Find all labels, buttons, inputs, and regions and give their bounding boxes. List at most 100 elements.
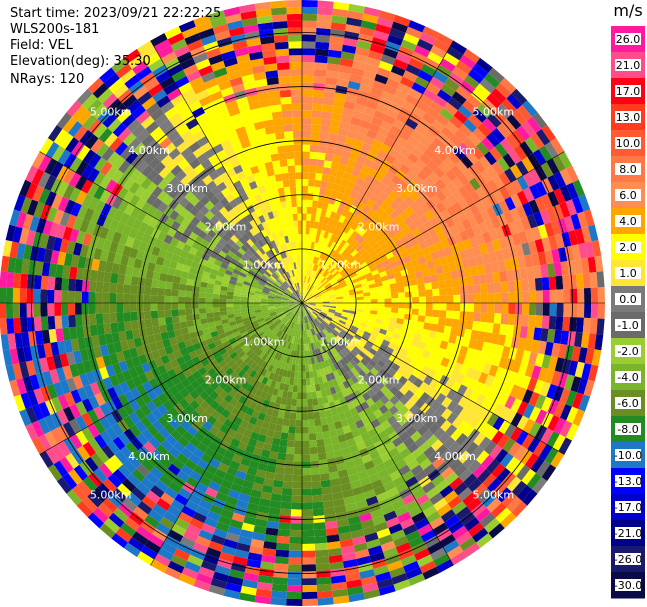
- ppi-gate: [412, 353, 422, 363]
- ppi-gate: [54, 303, 62, 316]
- ppi-gate: [272, 272, 279, 279]
- ppi-gate: [411, 290, 419, 298]
- ppi-gate: [377, 266, 386, 274]
- ppi-gate: [534, 315, 543, 329]
- ppi-gate: [142, 344, 152, 355]
- ppi-gate: [324, 359, 330, 368]
- ppi-gate: [260, 391, 268, 400]
- ppi-gate: [501, 369, 512, 382]
- ppi-gate: [14, 332, 24, 349]
- ppi-gate: [364, 174, 375, 184]
- ppi-gate: [377, 303, 385, 308]
- ppi-gate: [33, 274, 42, 290]
- ppi-gate: [264, 270, 272, 277]
- ppi-gate: [522, 187, 535, 203]
- ppi-gate: [222, 322, 230, 329]
- ppi-gate: [233, 366, 243, 375]
- ppi-gate: [38, 434, 52, 452]
- ppi-gate: [225, 230, 234, 239]
- ppi-gate: [302, 199, 308, 207]
- ppi-gate: [334, 345, 341, 354]
- ppi-gate: [398, 106, 413, 119]
- ppi-gate: [279, 331, 285, 339]
- ppi-gate: [384, 425, 396, 436]
- ppi-gate: [463, 194, 475, 207]
- ppi-gate: [575, 317, 584, 333]
- ppi-gate: [113, 507, 129, 523]
- ppi-gate: [214, 565, 231, 576]
- ppi-gate: [429, 411, 442, 423]
- ppi-gate: [384, 205, 395, 216]
- ppi-gate: [350, 222, 359, 231]
- ppi-gate: [430, 194, 442, 206]
- ppi-gate: [547, 415, 560, 432]
- ppi-gate: [40, 275, 49, 290]
- ppi-gate: [385, 346, 394, 355]
- ppi-gate: [491, 127, 506, 143]
- ppi-gate: [286, 440, 295, 448]
- ppi-gate: [440, 174, 452, 186]
- ppi-gate: [518, 230, 529, 245]
- ppi-gate: [419, 203, 431, 214]
- ppi-gate: [250, 333, 258, 340]
- ppi-gate: [32, 185, 45, 202]
- ppi-gate: [178, 20, 196, 33]
- ppi-gate: [316, 439, 325, 447]
- ppi-gate: [207, 256, 217, 264]
- ppi-gate: [247, 291, 255, 296]
- ppi-gate: [271, 335, 278, 342]
- ppi-gate: [550, 451, 565, 468]
- ppi-gate: [315, 303, 323, 306]
- ppi-gate: [389, 200, 400, 211]
- ppi-gate: [361, 483, 374, 493]
- ppi-gate: [312, 290, 319, 295]
- ppi-gate: [327, 49, 342, 59]
- ppi-gate: [163, 82, 178, 96]
- ppi-gate: [388, 101, 402, 113]
- ppi-gate: [159, 272, 168, 282]
- ppi-gate: [405, 63, 421, 76]
- ppi-gate: [276, 290, 284, 295]
- ppi-gate: [267, 241, 274, 250]
- ppi-gate: [312, 193, 320, 201]
- ppi-gate: [249, 369, 257, 379]
- ppi-gate: [271, 232, 278, 241]
- ppi-gate: [397, 286, 405, 293]
- ppi-gate: [378, 60, 394, 72]
- ppi-gate: [144, 539, 161, 554]
- ppi-gate: [276, 329, 282, 337]
- ppi-gate: [243, 398, 252, 408]
- ppi-gate: [347, 315, 356, 320]
- ppi-gate: [379, 270, 388, 278]
- ppi-gate: [465, 150, 479, 165]
- ppi-gate: [524, 228, 535, 243]
- ppi-gate: [500, 77, 517, 94]
- ppi-gate: [258, 214, 266, 224]
- ppi-gate: [254, 518, 268, 528]
- ppi-gate: [333, 315, 341, 320]
- ppi-gate: [332, 370, 340, 379]
- ppi-gate: [166, 323, 174, 332]
- ppi-gate: [120, 446, 134, 460]
- ppi-gate: [395, 323, 403, 330]
- ppi-gate: [291, 336, 295, 344]
- ppi-gate: [126, 118, 141, 133]
- ppi-gate: [534, 165, 548, 182]
- ppi-gate: [385, 78, 400, 90]
- ppi-gate: [281, 300, 289, 303]
- ppi-gate: [343, 298, 351, 301]
- ppi-gate: [240, 585, 257, 596]
- ppi-gate: [344, 187, 353, 197]
- ppi-gate: [46, 383, 58, 400]
- ppi-gate: [504, 395, 516, 410]
- ppi-gate: [426, 159, 439, 172]
- ppi-gate: [305, 283, 309, 290]
- ppi-gate: [427, 244, 437, 254]
- ppi-gate: [476, 450, 490, 465]
- ppi-gate: [208, 480, 221, 492]
- ppi-gate: [113, 253, 123, 265]
- ppi-gate: [365, 100, 379, 111]
- ppi-gate: [443, 156, 456, 170]
- ppi-gate: [404, 313, 412, 321]
- ppi-gate: [306, 291, 311, 298]
